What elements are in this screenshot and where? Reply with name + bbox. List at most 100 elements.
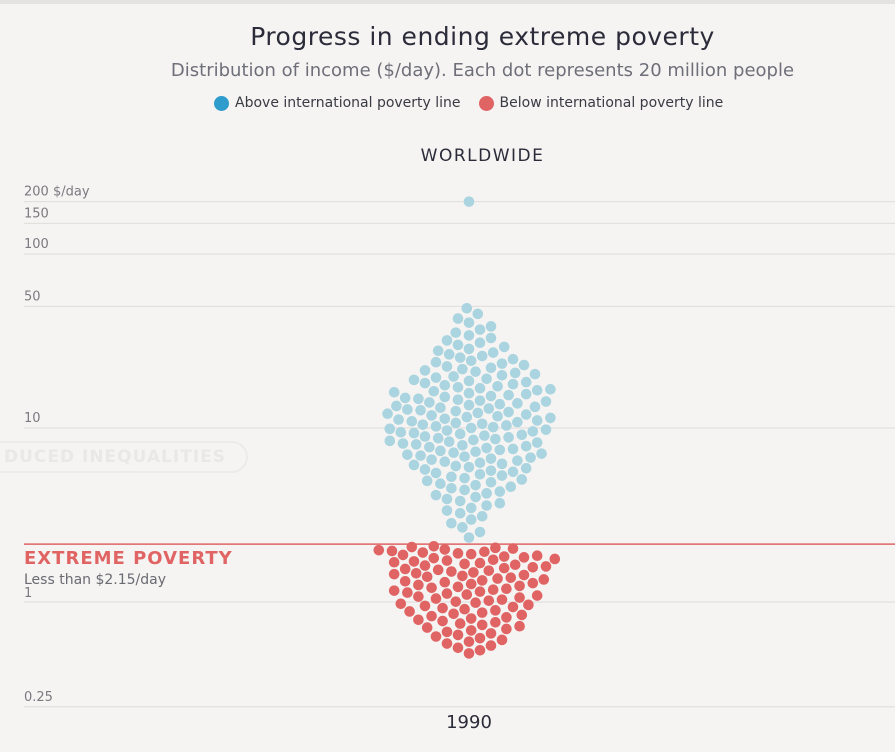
dot-below-poverty bbox=[454, 618, 466, 629]
dot-above-poverty bbox=[520, 440, 532, 452]
dot-below-poverty bbox=[531, 550, 543, 562]
dot-below-poverty bbox=[439, 576, 451, 588]
dot-above-poverty bbox=[446, 471, 457, 483]
dot-above-poverty bbox=[452, 394, 464, 406]
dot-above-poverty bbox=[494, 497, 506, 509]
dot-above-poverty bbox=[529, 401, 541, 413]
dot-below-poverty bbox=[421, 571, 433, 583]
dot-above-poverty bbox=[393, 414, 404, 425]
dot-above-poverty bbox=[452, 313, 464, 324]
dot-above-poverty bbox=[459, 472, 470, 484]
dot-below-poverty bbox=[441, 626, 453, 638]
dot-below-poverty bbox=[437, 615, 448, 627]
dot-above-poverty bbox=[424, 397, 435, 408]
dot-below-poverty bbox=[419, 560, 431, 571]
dot-above-poverty bbox=[520, 409, 532, 420]
dot-above-poverty bbox=[463, 461, 475, 473]
dot-below-poverty bbox=[410, 567, 422, 579]
dot-above-poverty bbox=[465, 502, 477, 514]
dot-above-poverty bbox=[496, 370, 508, 381]
dot-above-poverty bbox=[472, 308, 484, 320]
dot-above-poverty bbox=[520, 376, 532, 388]
dot-above-poverty bbox=[481, 373, 492, 385]
dot-above-poverty bbox=[430, 356, 442, 368]
chart-subtitle: Distribution of income ($/day). Each dot… bbox=[170, 60, 795, 81]
dot-below-poverty bbox=[388, 568, 400, 580]
dot-above-poverty bbox=[463, 317, 475, 328]
dot-above-poverty bbox=[485, 332, 497, 344]
dot-below-poverty bbox=[474, 557, 486, 569]
dot-above-poverty bbox=[402, 404, 413, 415]
dot-above-poverty bbox=[474, 526, 486, 538]
dot-above-poverty bbox=[439, 391, 451, 403]
dot-above-poverty bbox=[463, 330, 475, 341]
dot-above-poverty bbox=[492, 380, 503, 392]
dot-below-poverty bbox=[430, 631, 442, 642]
dot-above-poverty bbox=[531, 385, 543, 396]
dot-above-poverty bbox=[454, 508, 466, 519]
dot-above-poverty bbox=[435, 402, 446, 414]
legend-label-below: Below international poverty line bbox=[499, 95, 724, 111]
dot-above-poverty bbox=[457, 439, 468, 451]
dot-above-poverty bbox=[450, 405, 462, 417]
dot-below-poverty bbox=[441, 588, 453, 599]
dot-above-poverty bbox=[384, 435, 396, 447]
dot-above-poverty bbox=[487, 421, 499, 433]
dot-below-poverty bbox=[492, 573, 503, 584]
dot-below-poverty bbox=[428, 540, 440, 552]
dot-below-poverty bbox=[395, 598, 407, 610]
dot-above-poverty bbox=[485, 321, 497, 332]
dot-below-poverty bbox=[505, 572, 517, 583]
dot-above-poverty bbox=[419, 377, 431, 389]
dot-below-poverty bbox=[399, 563, 411, 575]
dot-above-poverty bbox=[439, 456, 451, 468]
dot-above-poverty bbox=[485, 453, 497, 464]
dot-above-poverty bbox=[457, 363, 468, 375]
dot-below-poverty bbox=[538, 574, 550, 585]
dot-below-poverty bbox=[413, 591, 424, 602]
dot-above-poverty bbox=[465, 514, 477, 525]
dot-above-poverty bbox=[494, 444, 506, 456]
dot-above-poverty bbox=[545, 384, 556, 395]
dot-above-poverty bbox=[470, 446, 481, 458]
dot-above-poverty bbox=[481, 488, 492, 499]
dot-above-poverty bbox=[474, 383, 486, 394]
dot-above-poverty bbox=[494, 398, 506, 410]
dot-below-poverty bbox=[527, 577, 539, 589]
dot-below-poverty bbox=[518, 569, 530, 581]
dot-above-poverty bbox=[441, 425, 453, 436]
dot-above-poverty bbox=[388, 386, 400, 398]
dot-above-poverty bbox=[476, 511, 488, 522]
dot-below-poverty bbox=[479, 546, 490, 558]
dot-above-poverty bbox=[479, 430, 490, 441]
reduced-inequalities-button[interactable]: DUCED INEQUALITIES bbox=[0, 441, 248, 473]
dot-above-poverty bbox=[531, 437, 543, 448]
dot-above-poverty bbox=[463, 532, 475, 543]
legend-swatch-above bbox=[214, 95, 229, 111]
dot-above-poverty bbox=[481, 500, 492, 511]
dot-above-poverty bbox=[419, 431, 431, 442]
dot-below-poverty bbox=[426, 582, 437, 594]
dot-above-poverty bbox=[545, 412, 556, 424]
dot-below-poverty bbox=[399, 575, 411, 587]
dot-above-poverty bbox=[540, 424, 552, 435]
dot-below-poverty bbox=[487, 554, 499, 566]
dot-below-poverty bbox=[527, 561, 539, 573]
dot-below-poverty bbox=[419, 600, 431, 612]
dot-above-poverty bbox=[419, 365, 431, 376]
dot-above-poverty bbox=[494, 486, 506, 497]
dot-above-poverty bbox=[454, 428, 466, 440]
dot-below-poverty bbox=[459, 558, 470, 570]
dot-above-poverty bbox=[476, 418, 488, 430]
dot-above-poverty bbox=[498, 341, 510, 353]
dot-above-poverty bbox=[446, 482, 457, 494]
dot-below-poverty bbox=[490, 605, 501, 616]
dot-above-poverty bbox=[474, 468, 486, 480]
dot-below-poverty bbox=[516, 609, 528, 621]
dot-above-poverty bbox=[426, 454, 437, 465]
dot-below-poverty bbox=[507, 601, 519, 613]
dot-below-poverty bbox=[463, 648, 475, 659]
dot-above-poverty bbox=[485, 465, 497, 476]
dot-above-poverty bbox=[507, 353, 519, 365]
dot-above-poverty bbox=[505, 481, 517, 493]
